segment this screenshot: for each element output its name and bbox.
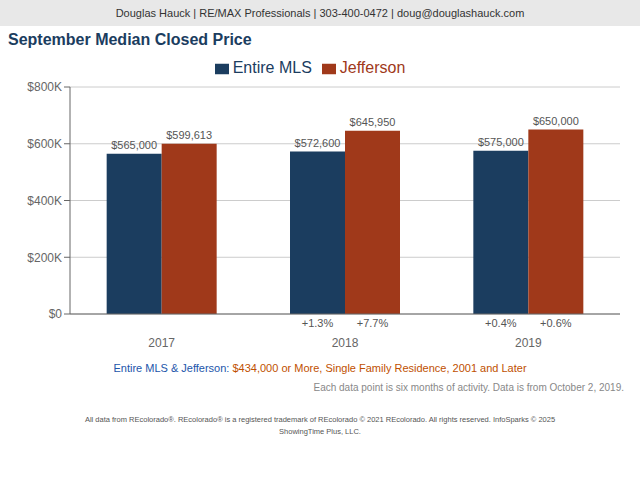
html-text:Entire MLS: Entire MLS <box>232 59 312 76</box>
html-text:ShowingTime Plus, LLC.: ShowingTime Plus, LLC. <box>279 427 361 436</box>
svg-text:$200K: $200K <box>27 251 62 265</box>
svg-text:2017: 2017 <box>148 336 175 350</box>
svg-text:$0: $0 <box>49 307 63 321</box>
svg-text:$650,000: $650,000 <box>533 115 579 127</box>
svg-text:+1.3%: +1.3% <box>302 317 334 329</box>
svg-text:$400K: $400K <box>27 194 62 208</box>
html-text:All data from REcolorado®. REc: All data from REcolorado®. REcolorado® i… <box>84 415 556 424</box>
svg-text:$800K: $800K <box>27 80 62 94</box>
html-text:September Median Closed Price: September Median Closed Price <box>8 31 252 48</box>
svg-text:$600K: $600K <box>27 137 62 151</box>
html-text:Douglas Hauck | RE/MAX Profess: Douglas Hauck | RE/MAX Professionals | 3… <box>115 7 525 19</box>
svg-text:$575,000: $575,000 <box>478 136 524 148</box>
svg-text:$599,613: $599,613 <box>166 129 212 141</box>
svg-text:$645,950: $645,950 <box>350 116 396 128</box>
svg-text:$572,600: $572,600 <box>295 137 341 149</box>
svg-text:+0.4%: +0.4% <box>485 317 517 329</box>
html-text:Jefferson: Jefferson <box>339 59 406 76</box>
svg-text:+0.6%: +0.6% <box>540 317 572 329</box>
svg-text:$565,000: $565,000 <box>111 139 157 151</box>
html-text:Entire MLS & Jefferson: $434,0: Entire MLS & Jefferson: $434,000 or More… <box>113 362 527 374</box>
svg-text:2019: 2019 <box>515 336 542 350</box>
html-text:Each data point is six months: Each data point is six months of activit… <box>313 382 624 393</box>
svg-text:+7.7%: +7.7% <box>357 317 389 329</box>
svg-text:2018: 2018 <box>332 336 359 350</box>
